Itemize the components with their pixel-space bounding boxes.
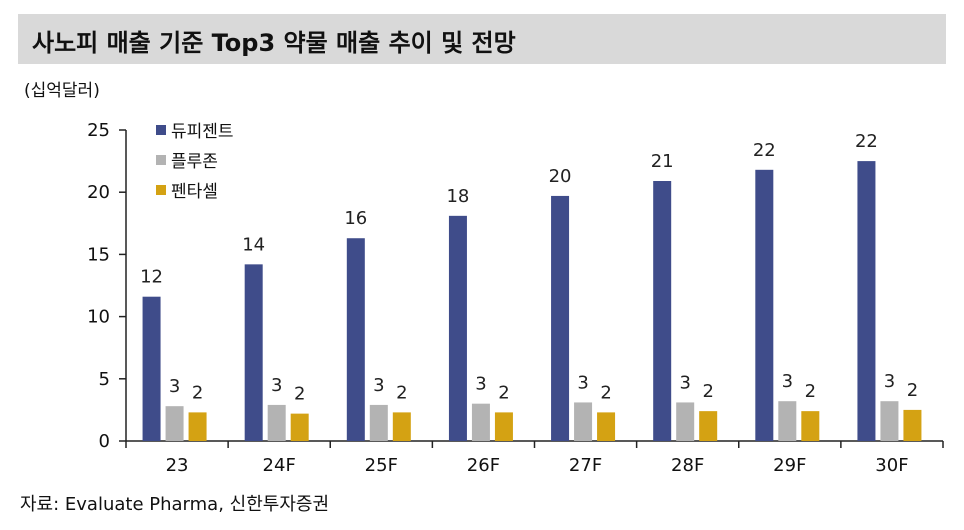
bar-praluent xyxy=(267,404,286,441)
x-tick-label: 23 xyxy=(166,455,189,476)
bar-dupixent xyxy=(346,238,365,441)
legend-swatch xyxy=(156,125,166,135)
data-label: 2 xyxy=(907,380,918,401)
bar-fentanyl xyxy=(188,412,207,441)
bar-praluent xyxy=(676,402,695,441)
bar-praluent xyxy=(880,401,899,441)
chart-title: 사노피 매출 기준 Top3 약물 매출 추이 및 전망 xyxy=(32,29,516,57)
data-label: 16 xyxy=(344,208,367,229)
bar-praluent xyxy=(471,403,490,441)
y-tick-label: 10 xyxy=(87,307,110,328)
data-label: 3 xyxy=(782,371,793,392)
data-label: 3 xyxy=(884,371,895,392)
bar-dupixent xyxy=(142,296,161,441)
x-tick-label: 30F xyxy=(875,455,908,476)
y-tick-label: 20 xyxy=(87,182,110,203)
title-bar: 사노피 매출 기준 Top3 약물 매출 추이 및 전망 xyxy=(18,14,946,64)
data-label: 18 xyxy=(446,186,469,207)
data-label: 14 xyxy=(242,234,265,255)
data-label: 2 xyxy=(600,382,611,403)
bar-fentanyl xyxy=(699,411,718,441)
bar-dupixent xyxy=(653,181,672,441)
bar-dupixent xyxy=(448,215,467,441)
legend-swatch xyxy=(156,155,166,165)
data-label: 2 xyxy=(192,382,203,403)
data-label: 2 xyxy=(702,381,713,402)
data-label: 3 xyxy=(169,376,180,397)
bar-praluent xyxy=(369,404,388,441)
data-label: 3 xyxy=(373,375,384,396)
legend-label: 펜타셀 xyxy=(171,182,218,202)
bar-dupixent xyxy=(857,161,876,441)
data-label: 2 xyxy=(805,381,816,402)
x-tick-label: 29F xyxy=(773,455,806,476)
data-label: 2 xyxy=(294,384,305,405)
y-tick-label: 0 xyxy=(99,431,110,452)
y-tick-label: 25 xyxy=(87,120,110,141)
x-tick-label: 26F xyxy=(467,455,500,476)
legend-label: 듀피젠트 xyxy=(171,122,234,142)
unit-label: (십억달러) xyxy=(24,81,100,101)
bar-dupixent xyxy=(755,169,774,442)
x-tick-label: 27F xyxy=(569,455,602,476)
data-label: 2 xyxy=(396,382,407,403)
legend-swatch xyxy=(156,185,166,195)
data-label: 22 xyxy=(753,140,776,161)
bar-fentanyl xyxy=(597,412,616,441)
bar-fentanyl xyxy=(290,413,309,441)
bar-fentanyl xyxy=(903,409,922,441)
data-label: 3 xyxy=(679,372,690,393)
bar-fentanyl xyxy=(392,412,411,441)
bar-praluent xyxy=(778,401,797,441)
data-label: 20 xyxy=(549,166,572,187)
data-label: 22 xyxy=(855,131,878,152)
data-label: 3 xyxy=(271,375,282,396)
data-label: 3 xyxy=(475,374,486,395)
data-label: 3 xyxy=(577,372,588,393)
bar-praluent xyxy=(165,406,184,441)
source-note: 자료: Evaluate Pharma, 신한투자증권 xyxy=(20,494,329,515)
x-tick-label: 28F xyxy=(671,455,704,476)
data-label: 2 xyxy=(498,382,509,403)
bar-fentanyl xyxy=(494,412,513,441)
x-tick-label: 25F xyxy=(365,455,398,476)
legend-label: 플루존 xyxy=(171,152,218,172)
bar-praluent xyxy=(574,402,593,441)
bar-dupixent xyxy=(551,195,570,441)
y-tick-label: 15 xyxy=(87,244,110,265)
bar-fentanyl xyxy=(801,411,820,441)
bar-dupixent xyxy=(244,264,263,441)
data-label: 21 xyxy=(651,151,674,172)
y-tick-label: 5 xyxy=(99,369,110,390)
x-tick-label: 24F xyxy=(263,455,296,476)
data-label: 12 xyxy=(140,267,163,288)
